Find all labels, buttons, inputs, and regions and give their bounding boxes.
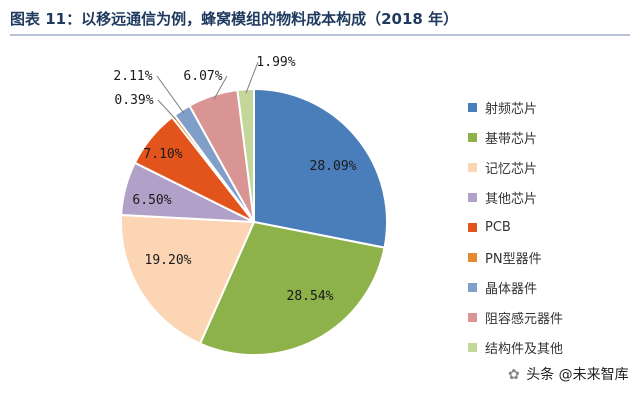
legend-item: PCB [468,212,628,242]
legend-label: 射频芯片 [485,101,538,117]
legend-swatch [468,192,477,202]
legend-label: 基带芯片 [485,131,538,147]
leader-line [245,61,259,94]
legend-swatch [468,282,477,292]
wechat-logo-icon: ✿ [508,367,520,383]
data-label: 6.50% [132,193,171,208]
legend-item: 晶体器件 [468,272,628,302]
legend-item: 记忆芯片 [468,152,628,182]
title-divider [10,34,630,36]
legend-swatch [468,162,477,172]
legend-swatch [468,222,477,232]
leader-line [156,75,185,114]
leader-lines [156,61,259,120]
legend-item: 其他芯片 [468,182,628,212]
legend-swatch [468,312,477,322]
data-label: 6.07% [183,69,222,84]
data-labels: 28.09% 28.54% 19.20% 6.50% 7.10% 0.39% 2.11% 6.… [113,55,356,304]
legend-label: 阻容感元器件 [485,311,564,327]
legend-swatch [468,342,477,352]
legend: 射频芯片基带芯片记忆芯片其他芯片 PCB PN型器件晶体器件阻容感元器件 结构件及其他 [468,92,628,362]
data-label: 1.99% [256,55,295,70]
legend-label: 其他芯片 [485,191,538,207]
pie-slice [253,87,388,249]
leader-line [157,99,177,120]
leader-line [213,75,228,100]
legend-swatch [468,252,477,262]
watermark-prefix: 头条 [526,367,555,383]
legend-swatch [468,132,477,142]
legend-label: 结构件及其他 [485,341,564,357]
legend-item: 基带芯片 [468,122,628,152]
data-label: 7.10% [143,147,182,162]
legend-swatch [468,102,477,112]
watermark: ✿ 头条 @未来智库 [508,364,629,384]
legend-item: 射频芯片 [468,92,628,122]
chart-title: 图表 11：以移远通信为例，蜂窝模组的物料成本构成（2018 年） [10,10,459,28]
data-label: 28.54% [287,289,334,304]
data-label: 0.39% [114,93,153,108]
legend-label: 记忆芯片 [485,161,538,177]
legend-label: PN型器件 [485,251,542,267]
pie-slice [120,213,256,345]
data-label: 19.20% [145,253,192,268]
data-label: 28.09% [310,159,357,174]
legend-item: 阻容感元器件 [468,302,628,332]
pie-slice [198,220,386,356]
pie-slice [236,87,255,223]
data-label: 2.11% [113,69,152,84]
pie-slices [120,87,388,356]
watermark-handle: @未来智库 [558,367,629,383]
legend-label: 晶体器件 [485,281,538,297]
legend-label: PCB [485,219,511,235]
legend-item: PN型器件 [468,242,628,272]
legend-item: 结构件及其他 [468,332,628,362]
